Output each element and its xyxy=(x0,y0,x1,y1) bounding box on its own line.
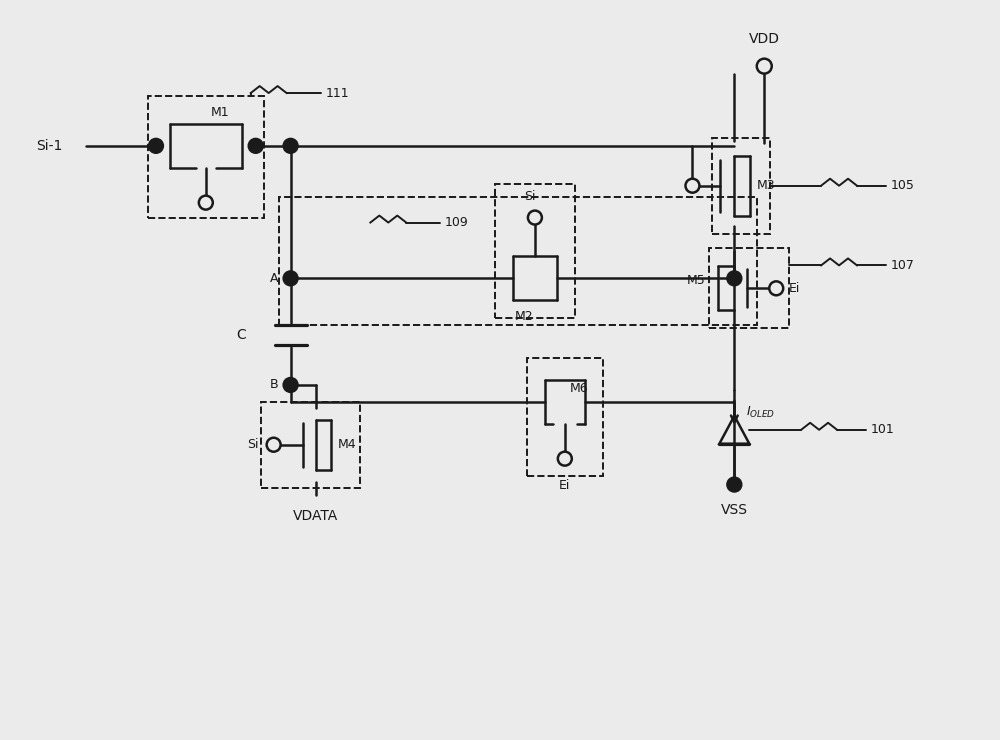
Bar xyxy=(261,402,360,488)
Bar xyxy=(495,184,575,318)
Text: 105: 105 xyxy=(891,179,915,192)
Circle shape xyxy=(283,377,298,392)
Text: M2: M2 xyxy=(515,310,534,323)
Circle shape xyxy=(727,477,742,492)
Text: 111: 111 xyxy=(325,87,349,100)
Bar xyxy=(148,96,264,218)
Circle shape xyxy=(769,281,783,295)
Bar xyxy=(709,249,789,328)
Text: C: C xyxy=(236,328,246,342)
Text: 107: 107 xyxy=(891,259,915,272)
Text: M3: M3 xyxy=(756,179,775,192)
Circle shape xyxy=(558,451,572,465)
Circle shape xyxy=(685,179,699,192)
Circle shape xyxy=(283,138,298,153)
Text: VSS: VSS xyxy=(721,502,748,517)
Text: 109: 109 xyxy=(445,216,469,229)
Text: A: A xyxy=(270,272,279,285)
Text: Si: Si xyxy=(247,438,259,451)
Text: 101: 101 xyxy=(871,423,895,437)
Bar xyxy=(712,138,770,234)
Circle shape xyxy=(727,271,742,286)
Bar xyxy=(527,358,603,476)
Text: Ei: Ei xyxy=(789,282,801,295)
Text: M6: M6 xyxy=(570,382,588,395)
Text: $I_{OLED}$: $I_{OLED}$ xyxy=(746,406,776,420)
Text: M5: M5 xyxy=(686,274,705,287)
Text: VDATA: VDATA xyxy=(293,509,338,523)
Circle shape xyxy=(283,271,298,286)
Circle shape xyxy=(148,138,163,153)
Text: VDD: VDD xyxy=(749,33,780,46)
Circle shape xyxy=(757,58,772,73)
Text: Ei: Ei xyxy=(559,479,571,491)
Text: M1: M1 xyxy=(211,106,229,119)
Circle shape xyxy=(267,438,281,451)
Circle shape xyxy=(199,195,213,209)
Text: Si-1: Si-1 xyxy=(36,139,63,153)
Bar xyxy=(279,197,757,325)
Text: B: B xyxy=(270,378,279,391)
Text: M4: M4 xyxy=(337,438,356,451)
Circle shape xyxy=(248,138,263,153)
Text: Si: Si xyxy=(524,189,536,203)
Circle shape xyxy=(528,211,542,224)
